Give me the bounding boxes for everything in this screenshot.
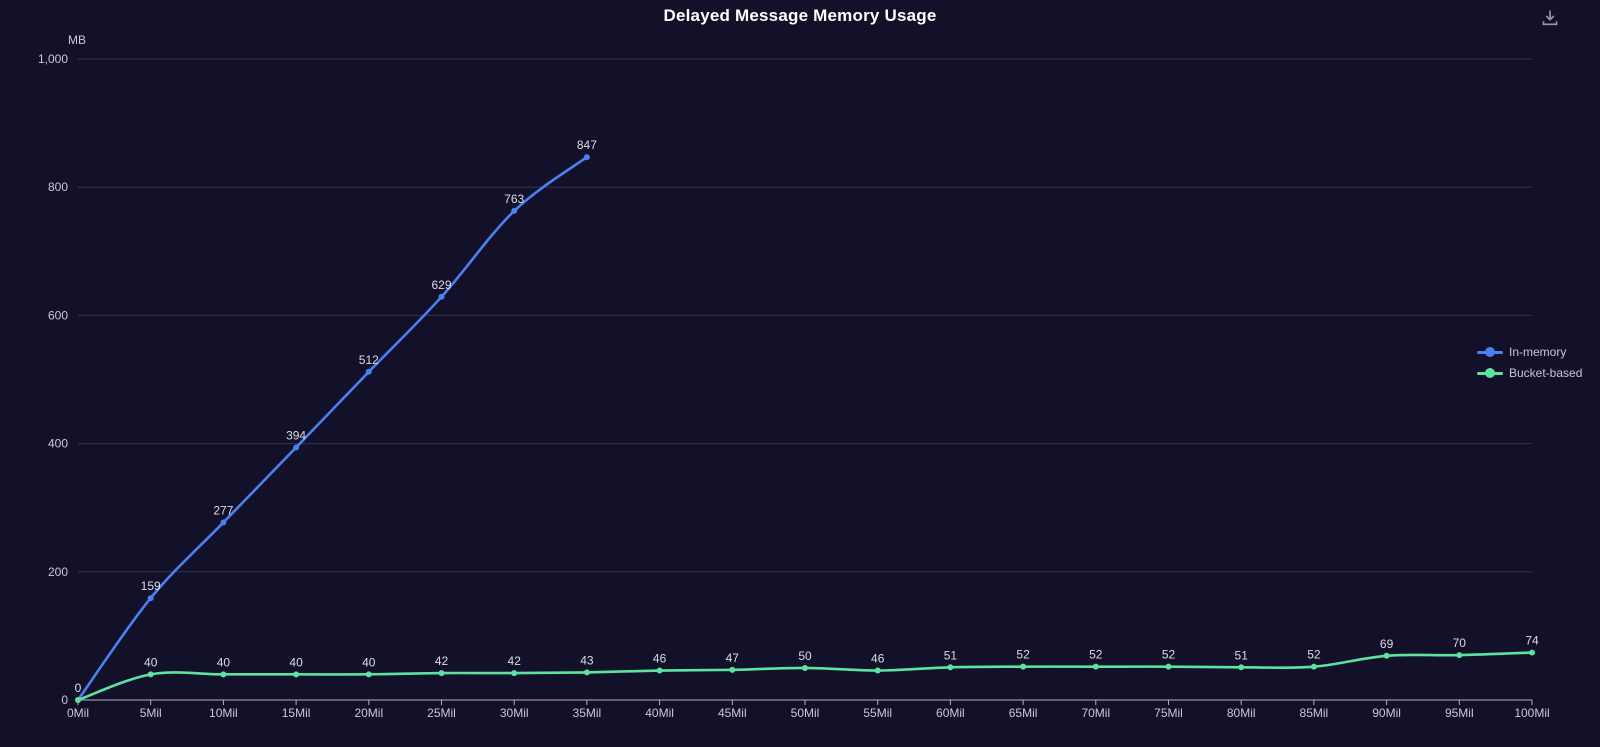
svg-text:45Mil: 45Mil: [718, 706, 747, 720]
svg-text:52: 52: [1089, 648, 1103, 662]
svg-text:50Mil: 50Mil: [791, 706, 820, 720]
svg-text:20Mil: 20Mil: [354, 706, 383, 720]
legend-item-bucket-based[interactable]: Bucket-based: [1477, 366, 1582, 380]
svg-text:5Mil: 5Mil: [140, 706, 162, 720]
svg-text:80Mil: 80Mil: [1227, 706, 1256, 720]
svg-text:46: 46: [871, 652, 885, 666]
svg-text:70: 70: [1453, 636, 1467, 650]
svg-text:1,000: 1,000: [38, 52, 68, 66]
svg-text:40: 40: [289, 655, 303, 669]
svg-text:40Mil: 40Mil: [645, 706, 674, 720]
svg-text:74: 74: [1525, 634, 1539, 648]
svg-text:40: 40: [362, 655, 376, 669]
svg-text:85Mil: 85Mil: [1300, 706, 1329, 720]
svg-text:800: 800: [48, 180, 68, 194]
svg-text:200: 200: [48, 565, 68, 579]
svg-text:MB: MB: [68, 33, 86, 47]
svg-text:763: 763: [504, 192, 524, 206]
legend: In-memory Bucket-based: [1477, 345, 1582, 380]
svg-text:847: 847: [577, 138, 597, 152]
svg-text:0: 0: [75, 681, 82, 695]
legend-item-in-memory[interactable]: In-memory: [1477, 345, 1582, 359]
svg-text:159: 159: [141, 579, 161, 593]
svg-text:42: 42: [508, 654, 522, 668]
svg-text:69: 69: [1380, 637, 1394, 651]
svg-text:50: 50: [798, 649, 812, 663]
legend-label-bucket-based: Bucket-based: [1509, 366, 1583, 380]
download-icon: [1542, 10, 1558, 26]
svg-text:0Mil: 0Mil: [67, 706, 89, 720]
svg-text:52: 52: [1162, 648, 1176, 662]
legend-label-in-memory: In-memory: [1509, 345, 1567, 359]
svg-text:10Mil: 10Mil: [209, 706, 238, 720]
svg-text:70Mil: 70Mil: [1081, 706, 1110, 720]
legend-marker-in-memory-icon: [1477, 347, 1503, 357]
svg-text:600: 600: [48, 308, 68, 322]
svg-text:46: 46: [653, 652, 667, 666]
svg-text:394: 394: [286, 428, 306, 442]
chart-title: Delayed Message Memory Usage: [663, 6, 937, 25]
svg-text:30Mil: 30Mil: [500, 706, 529, 720]
svg-text:400: 400: [48, 437, 68, 451]
svg-text:0: 0: [61, 693, 68, 707]
svg-text:40: 40: [217, 655, 231, 669]
svg-text:629: 629: [431, 278, 451, 292]
svg-text:75Mil: 75Mil: [1154, 706, 1183, 720]
svg-text:47: 47: [726, 651, 740, 665]
svg-text:51: 51: [1235, 648, 1249, 662]
svg-text:51: 51: [944, 648, 958, 662]
svg-text:15Mil: 15Mil: [282, 706, 311, 720]
legend-marker-bucket-based-icon: [1477, 368, 1503, 378]
svg-text:100Mil: 100Mil: [1514, 706, 1549, 720]
svg-text:35Mil: 35Mil: [573, 706, 602, 720]
svg-text:43: 43: [580, 653, 594, 667]
download-image-button[interactable]: [1538, 6, 1562, 30]
svg-text:90Mil: 90Mil: [1372, 706, 1401, 720]
svg-text:40: 40: [144, 655, 158, 669]
svg-text:42: 42: [435, 654, 449, 668]
svg-text:52: 52: [1016, 648, 1030, 662]
svg-text:52: 52: [1307, 648, 1321, 662]
svg-text:512: 512: [359, 353, 379, 367]
svg-text:65Mil: 65Mil: [1009, 706, 1038, 720]
svg-text:277: 277: [213, 503, 233, 517]
svg-text:25Mil: 25Mil: [427, 706, 456, 720]
svg-text:55Mil: 55Mil: [863, 706, 892, 720]
svg-text:95Mil: 95Mil: [1445, 706, 1474, 720]
svg-text:60Mil: 60Mil: [936, 706, 965, 720]
